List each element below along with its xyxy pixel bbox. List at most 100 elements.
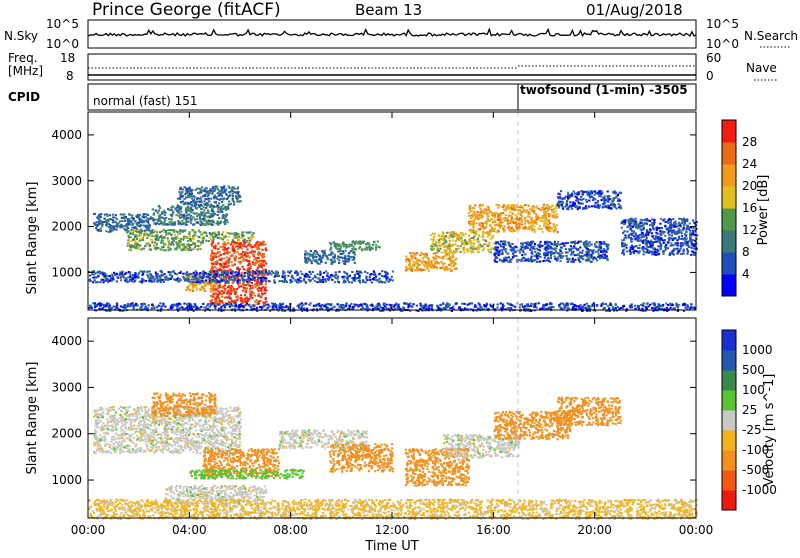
power-cells-cell-9 — [372, 244, 374, 246]
power-cells-cell-2 — [221, 208, 223, 210]
power-cells-cell-11 — [437, 248, 439, 250]
power-cells-cell-1 — [184, 237, 186, 239]
power-cells-cell-7 — [369, 277, 371, 279]
power-cells-cell-11 — [449, 251, 451, 253]
power-cells-cell-4 — [215, 235, 217, 237]
power-cells-cell-2 — [221, 206, 223, 208]
power-cells-cell-5 — [246, 300, 248, 302]
power-cells-cell-4 — [245, 231, 247, 233]
power-cells-cell-11 — [487, 245, 489, 247]
power-cells-cell-0 — [104, 218, 106, 220]
power-cells-cell-13 — [519, 252, 521, 254]
power-cells-cell-5 — [244, 243, 246, 245]
power-cells-cell-15 — [660, 243, 662, 245]
power-cells-cell-14 — [579, 207, 581, 209]
power-cells-cell-2 — [153, 223, 155, 225]
power-cells-cell-7 — [110, 277, 112, 279]
power-cells-cell-13 — [549, 261, 551, 263]
power-cells-cell-11 — [485, 232, 487, 234]
power-cells-cell-5 — [241, 272, 243, 274]
power-cells-cell-0 — [128, 223, 130, 225]
power-cells-cell-11 — [474, 239, 476, 241]
nave-label: Nave — [746, 61, 777, 75]
power-cells-cell-7 — [358, 271, 360, 273]
power-cells-cell-2 — [205, 220, 207, 222]
power-cells-cell-13 — [495, 257, 497, 259]
power-cells-cell-11 — [487, 249, 489, 251]
power-cells-cell-7 — [390, 278, 392, 280]
power-cells-cell-5 — [249, 285, 251, 287]
power-cells-cell-13 — [521, 258, 523, 260]
power-cells-cell-2 — [207, 209, 209, 211]
power-cells-cell-7 — [143, 270, 145, 272]
power-cells-cell-6 — [185, 289, 187, 291]
power-cells-cell-9 — [329, 249, 331, 251]
power-cells-cell-13 — [577, 241, 579, 243]
power-cells-cell-7 — [365, 277, 367, 279]
power-cells-cell-5 — [226, 249, 228, 251]
power-cells-cell-7 — [108, 275, 110, 277]
power-cells-cell-12 — [545, 218, 547, 220]
power-cells-cell-7 — [97, 272, 99, 274]
power-cells-cell-2 — [201, 213, 203, 215]
power-cells-cell-13 — [554, 247, 556, 249]
power-cells-cell-13 — [542, 260, 544, 262]
power-cells-cell-15 — [674, 248, 676, 250]
power-cells-cell-11 — [442, 232, 444, 234]
power-cells-cell-8 — [337, 258, 339, 260]
power-cells-cell-1 — [163, 242, 165, 244]
power-cells-cell-15 — [685, 238, 687, 240]
power-cells-cell-7 — [308, 276, 310, 278]
power-cells-cell-1 — [146, 237, 148, 239]
power-cells-cell-11 — [469, 239, 471, 241]
power-cells-cell-7 — [134, 280, 136, 282]
power-cells-cell-5 — [237, 248, 239, 250]
power-cells-cell-12 — [488, 215, 490, 217]
power-cells-cell-15 — [681, 218, 683, 220]
power-cells-cell-5 — [235, 256, 237, 258]
power-cells-cell-13 — [581, 255, 583, 257]
date-label: 01/Aug/2018 — [586, 1, 683, 19]
power-cells-cell-13 — [606, 255, 608, 257]
power-cells-cell-1 — [172, 244, 174, 246]
power-cells-cell-14 — [571, 195, 573, 197]
power-cells-cell-12 — [503, 218, 505, 220]
power-cells-cell-13 — [553, 252, 555, 254]
power-cells-cell-11 — [463, 234, 465, 236]
power-cells-cell-1 — [167, 247, 169, 249]
power-cells-cell-2 — [174, 208, 176, 210]
power-cells-cell-5 — [211, 252, 213, 254]
power-cells-cell-12 — [541, 220, 543, 222]
power-cells-cell-15 — [690, 243, 692, 245]
power-cells-cell-5 — [236, 251, 238, 253]
power-cells-cell-10 — [428, 270, 430, 272]
power-cells-cell-15 — [668, 239, 670, 241]
power-cells-cell-2 — [217, 220, 219, 222]
power-cells-cell-0 — [147, 214, 149, 216]
power-cells-cell-4 — [252, 236, 254, 238]
power-cells-cell-0 — [144, 230, 146, 232]
power-cells-cell-0 — [98, 220, 100, 222]
power-cells-cell-14 — [619, 200, 621, 202]
cpid-label: CPID — [8, 90, 40, 104]
power-cells-cell-13 — [569, 258, 571, 260]
power-cells-cell-10 — [407, 268, 409, 270]
power-cells-cell-13 — [582, 258, 584, 260]
power-cells-cell-13 — [573, 261, 575, 263]
power-cells-cell-7 — [153, 278, 155, 280]
power-cells-cell-13 — [563, 245, 565, 247]
power-cells-cell-5 — [260, 265, 262, 267]
power-cells-cell-15 — [672, 250, 674, 252]
power-cells-cell-3 — [226, 198, 228, 200]
power-cells-cell-15 — [662, 232, 664, 234]
power-cells-cell-12 — [468, 212, 470, 214]
power-cells-cell-12 — [530, 225, 532, 227]
power-cells-cell-12 — [508, 226, 510, 228]
power-cells-cell-5 — [252, 285, 254, 287]
power-cells-cell-13 — [547, 258, 549, 260]
power-cells-cell-0 — [113, 227, 115, 229]
power-cells-cell-2 — [217, 214, 219, 216]
power-cells-cell-9 — [365, 243, 367, 245]
power-cells-cell-2 — [190, 207, 192, 209]
station-title: Prince George (fitACF) — [92, 0, 281, 20]
